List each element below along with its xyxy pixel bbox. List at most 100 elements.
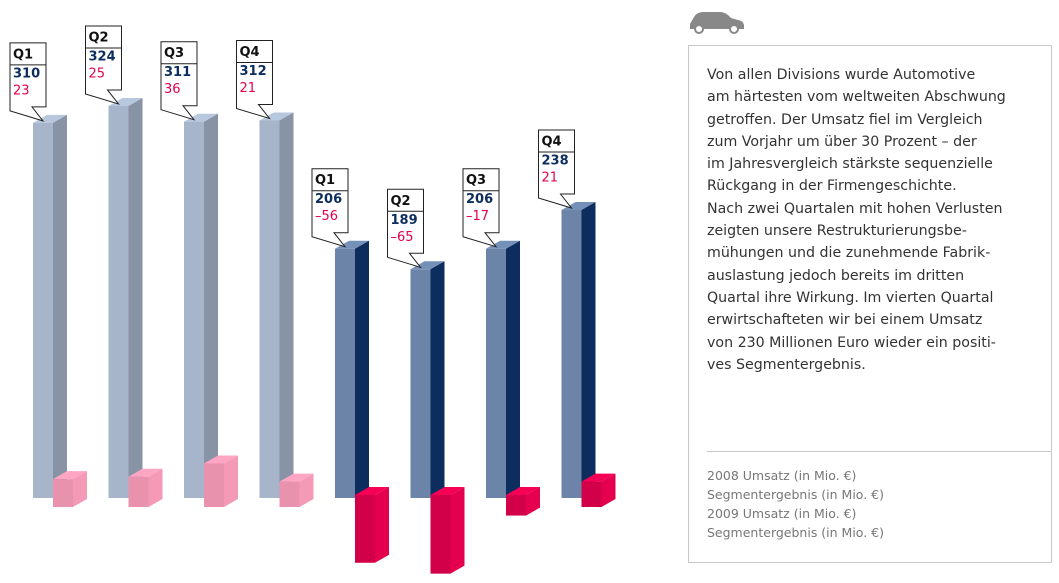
segment-bar: [279, 481, 300, 507]
segment-side: [148, 468, 163, 507]
text-line: von 230 Millionen Euro wieder ein positi…: [707, 334, 996, 351]
segment-bar: [506, 495, 526, 516]
bar: [108, 105, 129, 499]
callout: [462, 168, 500, 248]
quarter-label: Q3: [466, 173, 486, 188]
text-line: erwirtschafteten wir bei einem Umsatz: [707, 312, 983, 329]
legend-label: 2008 Umsatz (in Mio. €): [707, 468, 857, 483]
segment-side: [375, 487, 389, 563]
segment-top: [355, 487, 389, 495]
bar-side: [279, 112, 294, 498]
bar-side: [128, 97, 143, 499]
revenue-label: 312: [240, 64, 267, 79]
divider: [707, 451, 1051, 452]
callout: [387, 188, 424, 269]
legend-item: 2009 Umsatz (in Mio. €): [707, 504, 884, 523]
legend-label: 2009 Umsatz (in Mio. €): [707, 506, 857, 521]
bar-side: [506, 240, 520, 499]
segment-side: [299, 473, 314, 507]
quarter-label: Q4: [240, 45, 260, 60]
legend-item: 2008 Umsatz (in Mio. €): [707, 466, 884, 485]
bar: [335, 248, 355, 498]
text-line: zum Vorjahr um über 30 Prozent – der: [707, 133, 977, 150]
bar: [33, 122, 53, 499]
segment-bar: [204, 463, 224, 507]
callout: [538, 129, 575, 209]
text-line: Nach zwei Quartalen mit hohen Verlusten: [707, 200, 1003, 217]
text-panel: Von allen Divisions wurde Automotive am h…: [688, 45, 1052, 563]
legend-label: Segmentergebnis (in Mio. €): [707, 487, 885, 502]
segment-side: [450, 487, 465, 574]
legend-item: Segmentergebnis (in Mio. €): [707, 485, 884, 504]
segment-side: [73, 471, 87, 507]
revenue-label: 238: [542, 154, 569, 169]
text-line: getroffen. Der Umsatz fiel im Vergleich: [707, 111, 983, 128]
quarter-label: Q1: [13, 47, 33, 62]
segment-top: [279, 473, 314, 482]
callout: [236, 39, 273, 120]
text-line: auslastung jedoch bereits im dritten: [707, 267, 965, 284]
segment-label: 36: [164, 82, 181, 97]
segment-label: –65: [391, 230, 414, 245]
description: Von allen Divisions wurde Automotive am h…: [707, 64, 1051, 376]
bar: [410, 269, 431, 498]
segment-label: 21: [542, 171, 559, 186]
legend: 2008 Umsatz (in Mio. €) Segmentergebnis (…: [707, 466, 884, 542]
segment-top: [128, 468, 163, 477]
segment-label: –56: [315, 209, 338, 224]
car-icon: [690, 12, 744, 34]
bar: [561, 210, 582, 498]
segment-label: 21: [240, 81, 257, 96]
revenue-label: 311: [164, 65, 191, 80]
segment-top: [204, 455, 238, 464]
segment-top: [53, 471, 87, 480]
quarter-label: Q1: [315, 173, 335, 188]
bar-side: [53, 114, 67, 499]
bar-side: [204, 113, 218, 498]
text-line: im Jahresvergleich stärkste sequenzielle: [707, 156, 993, 173]
bar: [486, 248, 506, 498]
segment-side: [601, 473, 616, 507]
quarter-label: Q2: [89, 30, 109, 45]
text-line: ves Segmentergebnis.: [707, 356, 866, 373]
bar-side: [430, 261, 445, 498]
segment-top: [430, 487, 465, 495]
text-line: Rückgang in der Firmengeschichte.: [707, 178, 957, 195]
revenue-label: 310: [13, 66, 40, 81]
callout: [9, 42, 47, 122]
callout: [160, 41, 198, 121]
segment-side: [224, 455, 238, 507]
segment-label: 25: [89, 66, 106, 81]
segment-top: [506, 487, 540, 495]
bar: [184, 121, 204, 498]
text-line: mühungen und die zunehmende Fabrik-: [707, 245, 991, 262]
revenue-label: 324: [89, 49, 116, 64]
bar: [259, 120, 280, 498]
segment-bar: [53, 479, 73, 507]
revenue-label: 206: [466, 192, 493, 207]
revenue-label: 206: [315, 192, 342, 207]
segment-label: –17: [466, 209, 489, 224]
callout: [85, 25, 122, 105]
segment-label: 23: [13, 83, 30, 98]
segment-bar: [355, 495, 375, 563]
segment-bar: [128, 476, 149, 507]
segment-top: [581, 473, 616, 482]
bar-side: [581, 202, 596, 498]
quarter-label: Q2: [391, 194, 411, 209]
quarter-label: Q4: [542, 135, 562, 150]
text-line: zeigten unsere Restrukturierungsbe-: [707, 223, 967, 240]
bar-side: [355, 240, 369, 499]
segment-bar: [581, 481, 602, 507]
revenue-label: 189: [391, 213, 418, 228]
segment-bar: [430, 495, 451, 574]
callout: [311, 168, 349, 248]
text-line: am härtesten vom weltweiten Abschwung: [707, 89, 1006, 106]
segment-side: [526, 487, 540, 516]
quarter-label: Q3: [164, 46, 184, 61]
text-line: Von allen Divisions wurde Automotive: [707, 67, 976, 83]
text-line: Quartal ihre Wirkung. Im vierten Quartal: [707, 289, 994, 306]
legend-item: Segmentergebnis (in Mio. €): [707, 523, 884, 542]
